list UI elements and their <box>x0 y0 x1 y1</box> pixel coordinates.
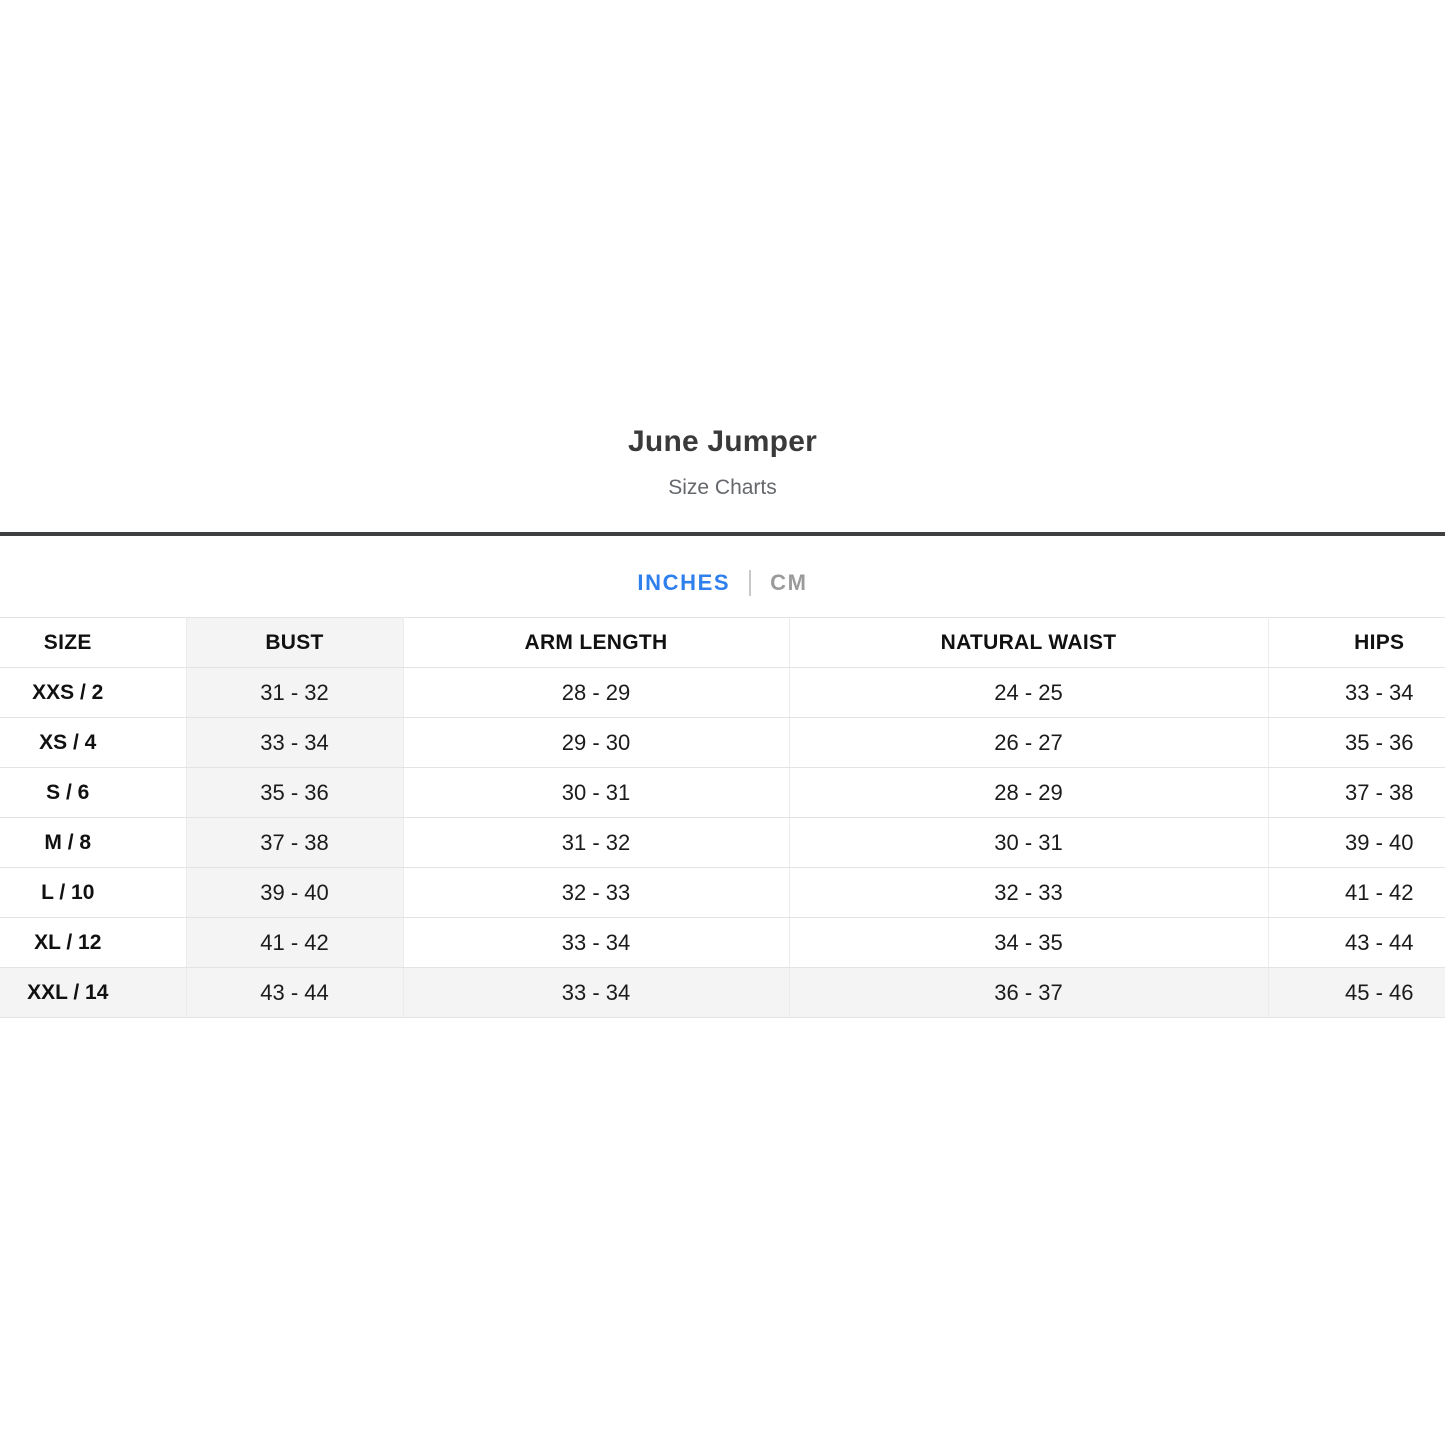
bust-value: 31 - 32 <box>186 667 404 718</box>
arm-length-value: 29 - 30 <box>403 717 790 768</box>
column-header-size: SIZE <box>0 617 187 668</box>
column-header-hips: HIPS <box>1268 617 1445 668</box>
size-label: L / 10 <box>0 867 187 918</box>
section-divider-rule <box>0 532 1445 536</box>
table-header-row: SIZE BUST ARM LENGTH NATURAL WAIST HIPS <box>0 617 1445 668</box>
natural-waist-value: 36 - 37 <box>789 967 1269 1018</box>
size-label: S / 6 <box>0 767 187 818</box>
size-label: M / 8 <box>0 817 187 868</box>
arm-length-value: 28 - 29 <box>403 667 790 718</box>
table-row: XXS / 2 31 - 32 28 - 29 24 - 25 33 - 34 <box>0 667 1445 718</box>
hips-value: 37 - 38 <box>1268 767 1445 818</box>
hips-value: 39 - 40 <box>1268 817 1445 868</box>
hips-value: 45 - 46 <box>1268 967 1445 1018</box>
bust-value: 41 - 42 <box>186 917 404 968</box>
bust-value: 33 - 34 <box>186 717 404 768</box>
natural-waist-value: 34 - 35 <box>789 917 1269 968</box>
table-row: XL / 12 41 - 42 33 - 34 34 - 35 43 - 44 <box>0 917 1445 968</box>
bust-value: 43 - 44 <box>186 967 404 1018</box>
natural-waist-value: 30 - 31 <box>789 817 1269 868</box>
size-chart-table-wrap: SIZE BUST ARM LENGTH NATURAL WAIST HIPS … <box>0 617 1445 1018</box>
table-row: L / 10 39 - 40 32 - 33 32 - 33 41 - 42 <box>0 867 1445 918</box>
header-block: June Jumper Size Charts <box>0 0 1445 501</box>
size-chart-table: SIZE BUST ARM LENGTH NATURAL WAIST HIPS … <box>0 617 1445 1018</box>
size-label: XXS / 2 <box>0 667 187 718</box>
hips-value: 41 - 42 <box>1268 867 1445 918</box>
arm-length-value: 32 - 33 <box>403 867 790 918</box>
size-label: XXL / 14 <box>0 967 187 1018</box>
hips-value: 33 - 34 <box>1268 667 1445 718</box>
bust-value: 39 - 40 <box>186 867 404 918</box>
bust-value: 37 - 38 <box>186 817 404 868</box>
natural-waist-value: 28 - 29 <box>789 767 1269 818</box>
table-row: S / 6 35 - 36 30 - 31 28 - 29 37 - 38 <box>0 767 1445 818</box>
arm-length-value: 30 - 31 <box>403 767 790 818</box>
arm-length-value: 31 - 32 <box>403 817 790 868</box>
table-row: XS / 4 33 - 34 29 - 30 26 - 27 35 - 36 <box>0 717 1445 768</box>
table-row: M / 8 37 - 38 31 - 32 30 - 31 39 - 40 <box>0 817 1445 868</box>
size-label: XS / 4 <box>0 717 187 768</box>
arm-length-value: 33 - 34 <box>403 917 790 968</box>
page-title: June Jumper <box>628 425 817 458</box>
natural-waist-value: 32 - 33 <box>789 867 1269 918</box>
unit-inches-button[interactable]: INCHES <box>637 570 731 595</box>
unit-toggle-divider <box>749 570 752 596</box>
column-header-natural-waist: NATURAL WAIST <box>789 617 1269 668</box>
hips-value: 35 - 36 <box>1268 717 1445 768</box>
natural-waist-value: 26 - 27 <box>789 717 1269 768</box>
column-header-bust: BUST <box>186 617 404 668</box>
table-row: XXL / 14 43 - 44 33 - 34 36 - 37 45 - 46 <box>0 967 1445 1018</box>
unit-cm-button[interactable]: CM <box>770 570 808 595</box>
page-subtitle: Size Charts <box>668 476 777 499</box>
size-label: XL / 12 <box>0 917 187 968</box>
hips-value: 43 - 44 <box>1268 917 1445 968</box>
bust-value: 35 - 36 <box>186 767 404 818</box>
unit-toggle: INCHES CM <box>0 568 1445 598</box>
arm-length-value: 33 - 34 <box>403 967 790 1018</box>
column-header-arm-length: ARM LENGTH <box>403 617 790 668</box>
natural-waist-value: 24 - 25 <box>789 667 1269 718</box>
